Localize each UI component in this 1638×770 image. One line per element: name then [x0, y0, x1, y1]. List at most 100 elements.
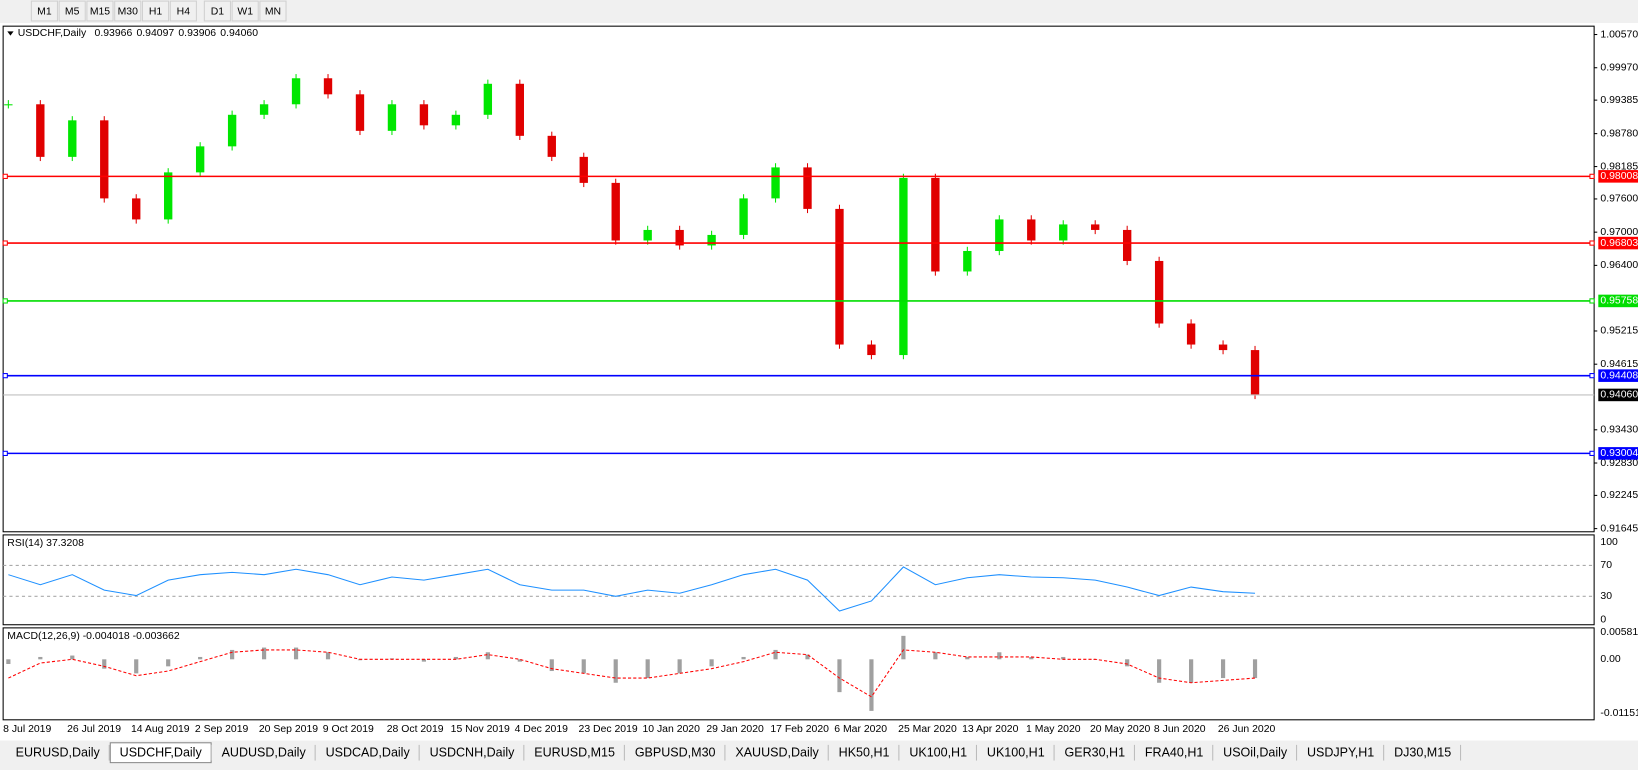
macd-bar [933, 652, 938, 660]
macd-title: MACD(12,26,9) -0.004018 -0.003662 [7, 631, 180, 642]
tab-label[interactable]: AUDUSD,Daily [222, 746, 307, 760]
tab[interactable] [899, 742, 977, 763]
tab[interactable] [6, 742, 110, 763]
candle-body [132, 198, 141, 220]
y-tick-label: 0.94615 [1600, 359, 1638, 370]
timeframe-label[interactable]: M15 [90, 6, 110, 17]
tab[interactable] [524, 742, 625, 763]
timeframe-button[interactable] [141, 0, 170, 22]
level-label-bg [1598, 170, 1638, 183]
level-handle[interactable] [1589, 450, 1595, 456]
macd-bar [645, 659, 650, 679]
y-tick-label: 0.93430 [1600, 425, 1638, 436]
timeframe-label[interactable]: M1 [37, 6, 52, 17]
tab[interactable] [1055, 742, 1135, 763]
candle-body [707, 234, 716, 246]
candle-body [100, 120, 109, 199]
candle-body [291, 78, 301, 105]
macd-bar [869, 659, 874, 711]
level-handle[interactable] [1589, 298, 1595, 304]
timeframe-label[interactable]: MN [265, 6, 281, 17]
tab-label[interactable]: GBPUSD,M30 [635, 746, 716, 760]
macd-bar [997, 652, 1002, 660]
tab-label[interactable]: GER30,H1 [1065, 746, 1126, 760]
macd-bar [453, 656, 458, 660]
level-handle[interactable] [2, 373, 8, 379]
menu-arrow[interactable] [7, 31, 14, 36]
tab-label[interactable]: EURUSD,Daily [16, 746, 101, 760]
timeframe-label[interactable]: D1 [211, 6, 225, 17]
timeframe-label[interactable]: M30 [118, 6, 138, 17]
candle-body [1154, 260, 1164, 324]
tab-label[interactable]: DJ30,M15 [1394, 746, 1451, 760]
tab-label[interactable]: UK100,H1 [987, 746, 1045, 760]
timeframe-button[interactable] [169, 0, 197, 22]
y-tick-label: 0.97600 [1600, 194, 1638, 205]
macd-bar [6, 659, 11, 664]
timeframe-label[interactable]: H1 [149, 6, 163, 17]
tab[interactable] [1384, 742, 1461, 763]
candle-body [1091, 224, 1100, 230]
tab[interactable] [1135, 742, 1213, 763]
tab-label[interactable]: UK100,H1 [909, 746, 967, 760]
candle-body [419, 104, 429, 126]
macd-bar [517, 659, 522, 662]
timeframe-label[interactable]: H4 [177, 6, 191, 17]
level-handle[interactable] [2, 298, 8, 304]
candle-body [164, 172, 173, 220]
candle-body [515, 83, 524, 136]
timeframe-button[interactable] [30, 0, 58, 22]
x-tick-label: 2 Sep 2019 [195, 724, 249, 735]
y-tick-label: 0.005818 [1600, 627, 1638, 638]
tab-label[interactable]: USDCNH,Daily [430, 746, 516, 760]
tab[interactable] [316, 742, 420, 763]
macd-bar [230, 649, 235, 660]
macd-bar [293, 647, 299, 660]
level-handle[interactable] [1589, 373, 1595, 379]
macd-bar [485, 652, 490, 660]
tab[interactable] [1213, 742, 1297, 763]
level-handle[interactable] [1589, 173, 1595, 179]
tab[interactable] [977, 742, 1055, 763]
timeframe-button[interactable] [58, 0, 86, 22]
x-tick-label: 4 Dec 2019 [515, 724, 569, 735]
timeframe-button[interactable] [86, 0, 114, 22]
candle-body [323, 78, 333, 95]
level-handle[interactable] [2, 450, 8, 456]
level-handle[interactable] [1589, 240, 1595, 246]
tab[interactable] [625, 742, 725, 763]
tab[interactable] [725, 742, 829, 763]
tab-label[interactable]: USDCHF,Daily [120, 746, 203, 760]
tab[interactable] [420, 742, 524, 763]
candle-body [4, 104, 13, 106]
macd-bar [549, 659, 554, 672]
tab[interactable] [829, 742, 899, 763]
tab-label[interactable]: USDCAD,Daily [326, 746, 411, 760]
tab[interactable] [212, 742, 316, 763]
timeframe-label[interactable]: W1 [237, 6, 253, 17]
tab-label[interactable]: FRA40,H1 [1145, 746, 1203, 760]
timeframe-label[interactable]: M5 [65, 6, 80, 17]
level-handle[interactable] [2, 173, 8, 179]
tab[interactable] [1297, 742, 1384, 763]
tab-label[interactable]: USDJPY,H1 [1307, 746, 1374, 760]
y-tick-label: 0.96400 [1600, 260, 1638, 271]
macd-bar [741, 656, 746, 660]
timeframe-button[interactable] [231, 0, 259, 22]
y-tick-label: 30 [1600, 591, 1612, 602]
macd-bar [805, 654, 810, 660]
tab-label[interactable]: EURUSD,M15 [534, 746, 615, 760]
level-handle[interactable] [2, 240, 8, 246]
timeframe-button[interactable] [259, 0, 287, 22]
x-tick-label: 14 Aug 2019 [131, 724, 190, 735]
tab-label[interactable]: USOil,Daily [1223, 746, 1288, 760]
tab-label[interactable]: XAUUSD,Daily [735, 746, 819, 760]
x-tick-label: 26 Jul 2019 [67, 724, 121, 735]
y-tick-label: 0.99970 [1600, 63, 1638, 74]
macd-bar [773, 649, 778, 660]
macd-bar [1157, 659, 1162, 683]
timeframe-button[interactable] [203, 0, 231, 22]
level-label: 0.98008 [1600, 171, 1638, 182]
timeframe-button[interactable] [114, 0, 142, 22]
tab-label[interactable]: HK50,H1 [839, 746, 890, 760]
